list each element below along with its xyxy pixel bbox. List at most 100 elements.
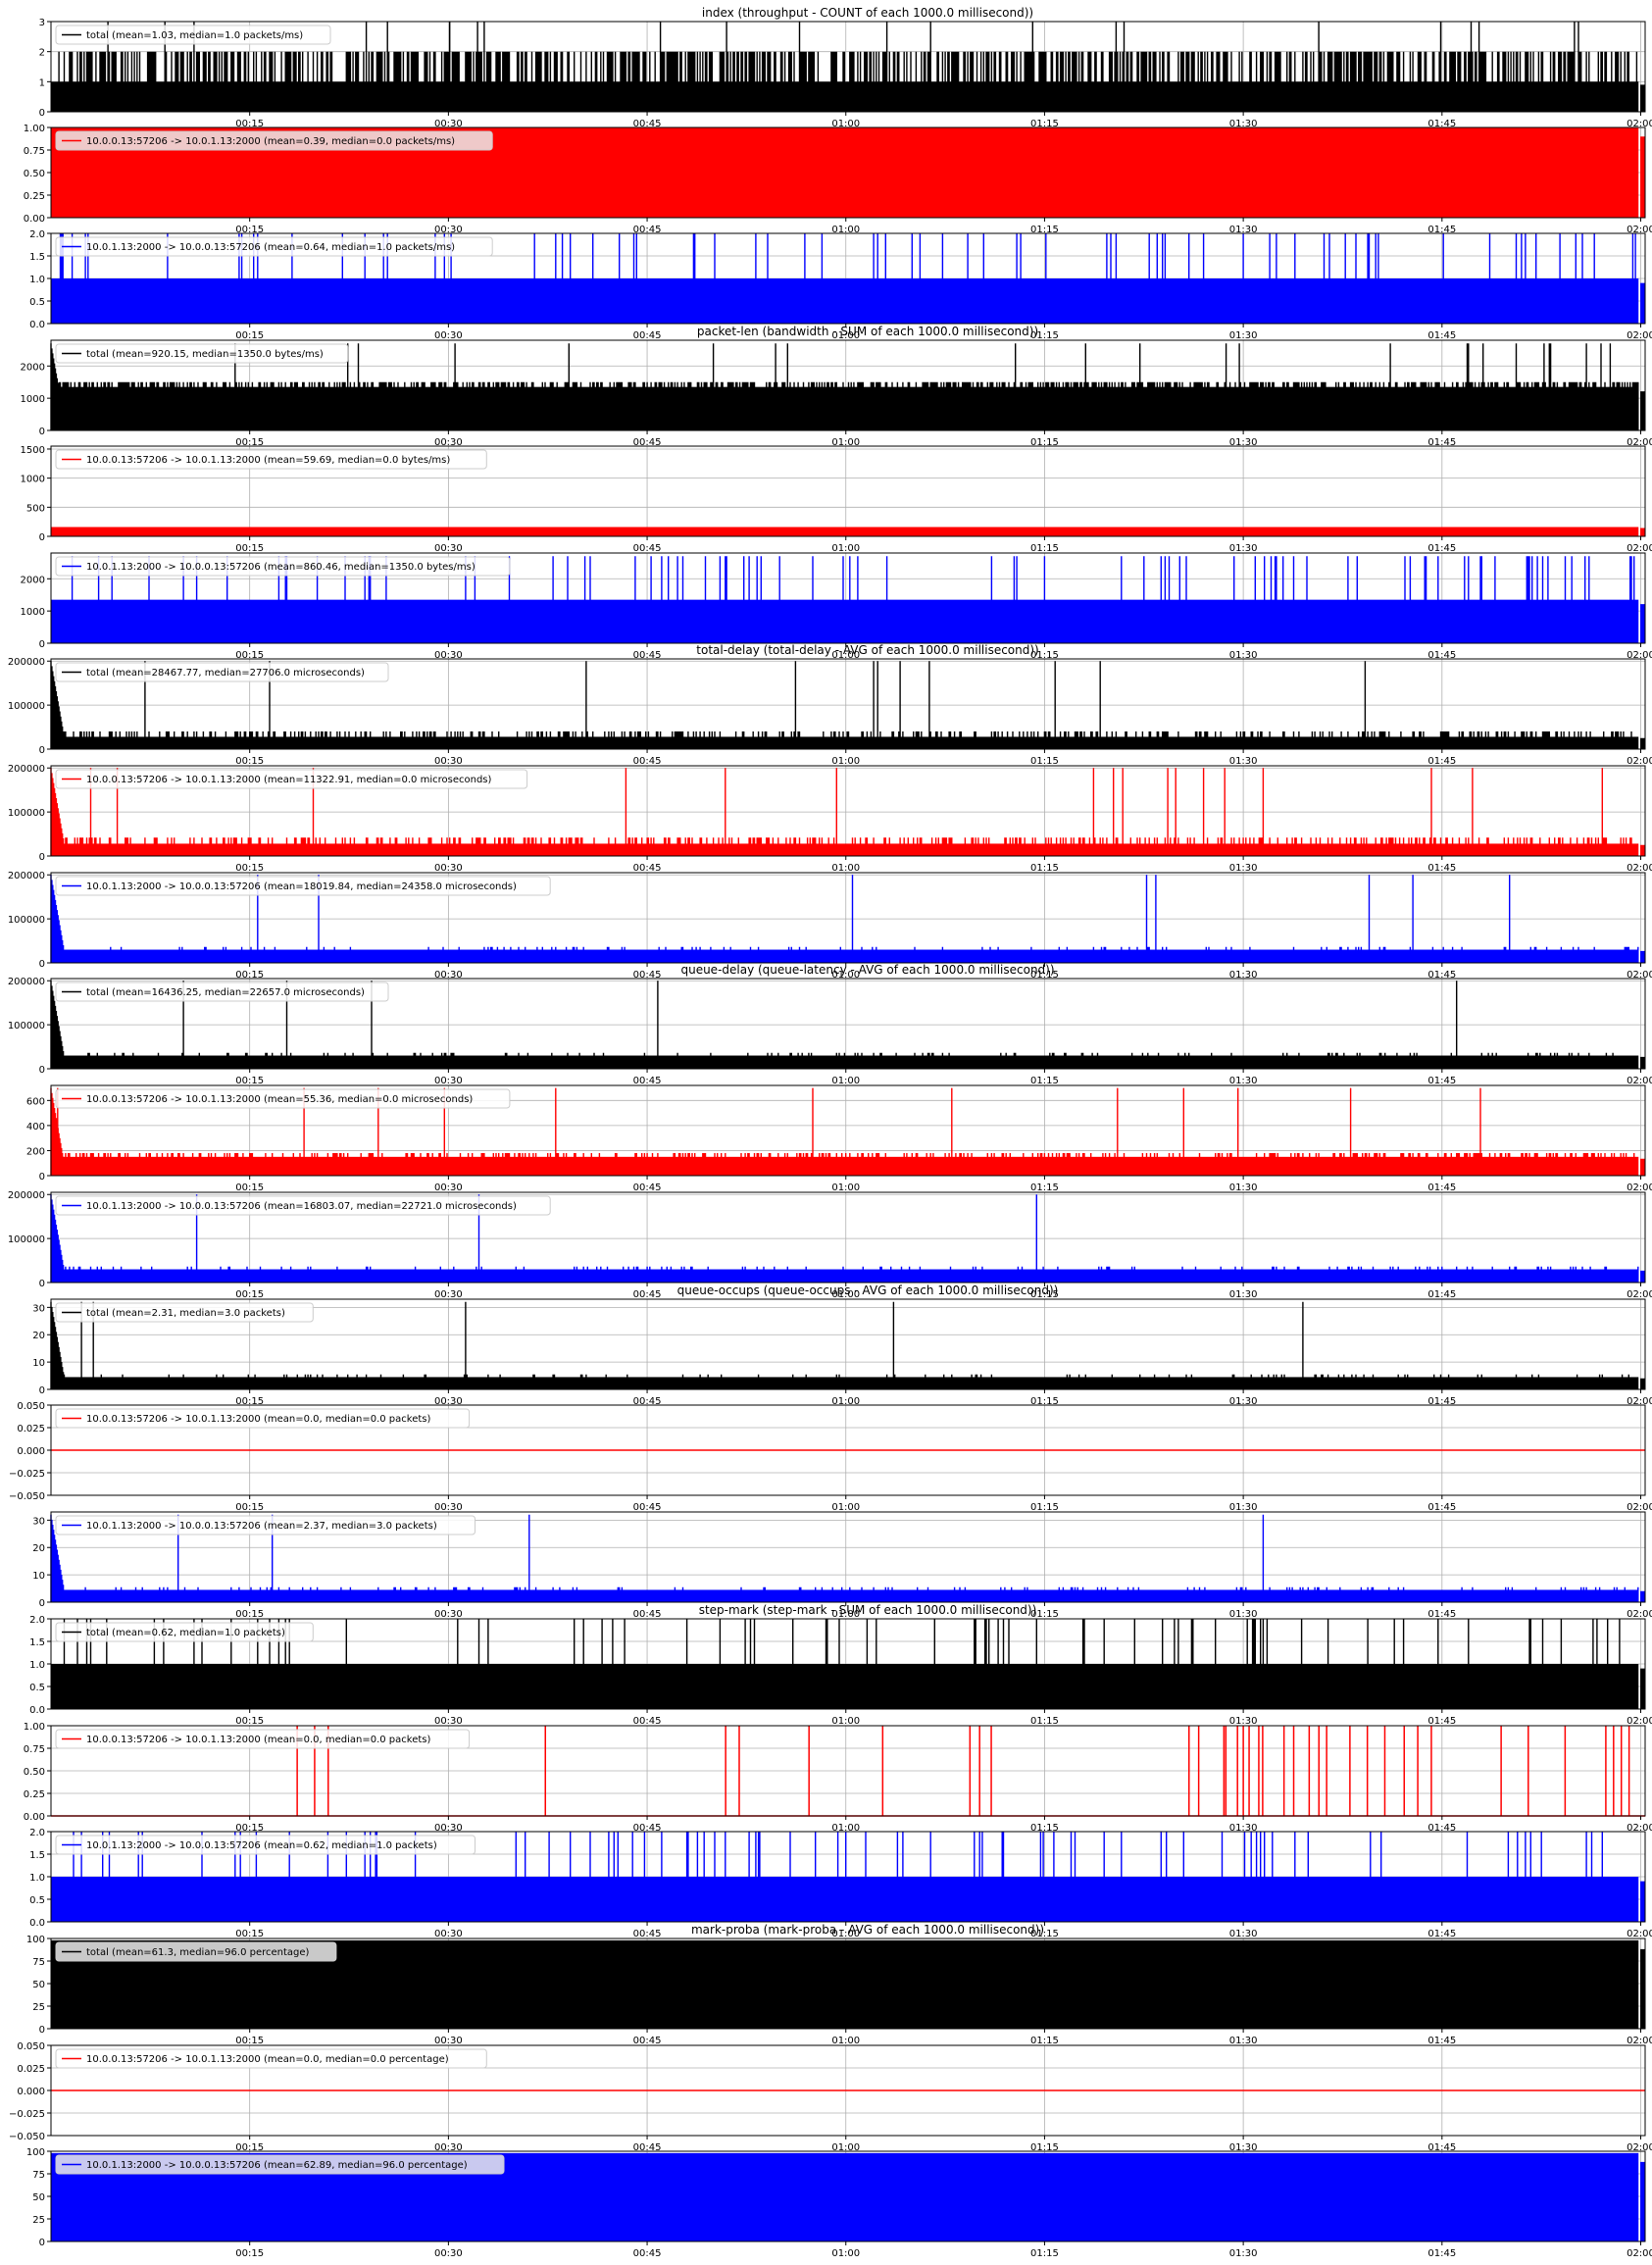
subplot-19: 0 25 50 75 100 00:15 00:30 00:45 01:00 01:15 01:30… [26,1923,1652,2046]
y-tick-label: 100000 [8,808,45,819]
bar-tail [1640,2161,1645,2241]
x-tick-label: 00:30 [434,1183,463,1193]
legend: 10.0.1.13:2000 -> 10.0.0.13:57206 (mean=… [55,1515,476,1535]
x-tick-label: 00:30 [434,756,463,767]
y-tick-label: 1.5 [29,1637,45,1648]
y-tick-label: 0.5 [29,297,45,308]
legend-box [55,236,493,257]
bar-block [51,949,1639,963]
legend-label: 10.0.0.13:57206 -> 10.0.1.13:2000 (mean=… [86,136,455,147]
y-tick-label: −0.050 [9,2132,45,2142]
x-tick-label: 01:45 [1427,225,1456,235]
x-tick-label: 00:15 [235,1716,264,1727]
bar-tail [1640,737,1645,749]
y-tick-label: 100000 [8,701,45,712]
subplot-15: 0 10 20 30 00:15 00:30 00:45 01:00 01:15 01:30 01:… [32,1511,1652,1620]
bar-spikes [50,661,1632,749]
x-tick-label: 00:45 [633,119,662,129]
y-tick-label: 200000 [8,764,45,775]
x-tick-label: 01:00 [831,119,860,129]
legend-box [55,1941,337,1962]
x-tick-label: 00:30 [434,650,463,661]
x-tick-label: 00:30 [434,2142,463,2153]
legend: total (mean=16436.25, median=22657.0 mic… [55,982,389,1002]
series-marks [51,233,1645,324]
x-tick-label: 01:15 [1030,330,1059,341]
legend-box [55,343,349,364]
legend-label: 10.0.1.13:2000 -> 10.0.0.13:57206 (mean=… [86,562,476,573]
x-tick-label: 00:30 [434,1396,463,1407]
y-tick-label: 0.75 [24,146,45,157]
y-tick-label: 0 [39,1172,45,1183]
x-tick-label: 01:45 [1427,1183,1456,1193]
axes-frame [50,1191,1646,1284]
legend-box [55,769,528,789]
y-tick-label: 75 [32,2170,45,2181]
x-tick-label: 01:30 [1229,225,1258,235]
legend: 10.0.0.13:57206 -> 10.0.1.13:2000 (mean=… [55,1408,471,1429]
x-tick-label: 01:15 [1030,543,1059,554]
x-tick-label: 00:30 [434,2248,463,2259]
y-tick-label: 100 [26,2147,45,2158]
x-tick-label: 01:30 [1229,756,1258,767]
legend: 10.0.0.13:57206 -> 10.0.1.13:2000 (mean=… [55,769,528,789]
legend-label: 10.0.1.13:2000 -> 10.0.0.13:57206 (mean=… [86,2160,468,2171]
x-tick-label: 01:00 [831,650,860,661]
subplot-title: queue-occups (queue-occups - AVG of each… [677,1284,1059,1297]
y-tick-label: 400 [26,1122,45,1132]
legend-label: 10.0.0.13:57206 -> 10.0.1.13:2000 (mean=… [86,1414,430,1425]
x-tick-label: 00:15 [235,2248,264,2259]
bar-tail [1640,391,1645,430]
x-tick-label: 01:30 [1229,1502,1258,1513]
x-tick-label: 00:45 [633,650,662,661]
bar-tail [1640,1881,1645,1922]
legend-box [55,25,331,45]
x-tick-label: 01:45 [1427,330,1456,341]
bar-spikes [50,981,1614,1069]
y-tick-label: 1.0 [29,275,45,285]
y-tick-label: 200000 [8,871,45,881]
x-tick-label: 00:15 [235,1929,264,1939]
y-tick-label: 20 [32,1543,45,1554]
y-tick-label: 1.0 [29,1873,45,1884]
y-tick-label: 10 [32,1571,45,1582]
x-tick-label: 02:00 [1627,119,1652,129]
bar-block [51,843,1639,856]
legend-label: 10.0.1.13:2000 -> 10.0.0.13:57206 (mean=… [86,1521,437,1532]
bar-tail [1640,1948,1645,2029]
x-tick-label: 00:15 [235,650,264,661]
legend: total (mean=0.62, median=1.0 packets) [55,1622,314,1642]
y-tick-label: 30 [32,1303,45,1314]
x-tick-label: 00:30 [434,863,463,874]
x-tick-label: 01:00 [831,543,860,554]
x-tick-label: 01:45 [1427,119,1456,129]
legend-box [55,662,389,682]
y-tick-label: 200 [26,1146,45,1157]
y-tick-label: 0.25 [24,191,45,202]
x-tick-label: 02:00 [1627,650,1652,661]
legend-box [55,1088,511,1109]
x-tick-label: 00:45 [633,2248,662,2259]
y-tick-label: 0.050 [17,1401,45,1412]
series-marks [51,22,1645,112]
x-tick-label: 01:00 [831,1929,860,1939]
y-tick-label: 30 [32,1516,45,1527]
x-tick-label: 00:45 [633,437,662,448]
x-tick-label: 01:30 [1229,1289,1258,1300]
x-tick-label: 02:00 [1627,1502,1652,1513]
subplot-18: 0.0 0.5 1.0 1.5 2.0 00:15 00:30 00:45 01:00 01:15… [29,1828,1652,1939]
x-tick-label: 01:45 [1427,1609,1456,1620]
x-tick-label: 01:15 [1030,1076,1059,1086]
axes-frame [50,658,1646,750]
y-tick-label: 0 [39,1065,45,1076]
legend-label: 10.0.1.13:2000 -> 10.0.0.13:57206 (mean=… [86,881,517,892]
x-tick-label: 00:30 [434,543,463,554]
y-tick-label: 1.0 [29,1660,45,1671]
subplot-title: packet-len (bandwidth - SUM of each 1000… [697,325,1038,338]
x-tick-label: 00:30 [434,119,463,129]
x-tick-label: 01:00 [831,1823,860,1834]
y-tick-label: 2 [39,48,45,59]
subplot-4: 0 1000 2000 00:15 00:30 00:45 01:00 01:15 01:30 0… [21,325,1652,448]
bar-tail [1640,282,1645,324]
series-marks [50,1087,1645,1176]
